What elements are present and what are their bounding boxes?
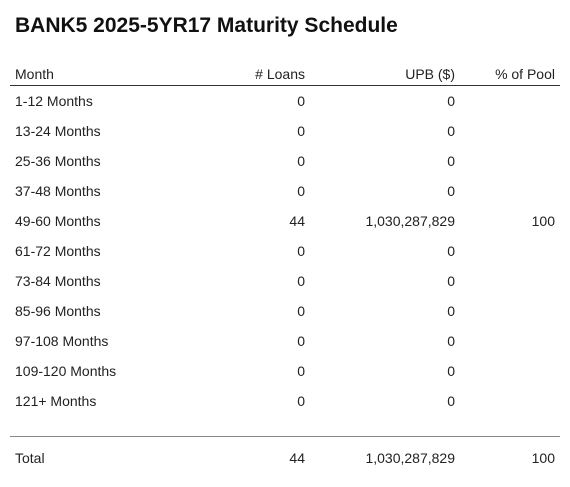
row-upb: 0 — [447, 303, 455, 319]
table-row: 61-72 Months 0 0 — [10, 236, 560, 266]
row-upb: 0 — [447, 123, 455, 139]
row-loans: 0 — [297, 393, 305, 409]
table-row: 85-96 Months 0 0 — [10, 296, 560, 326]
row-pct-pool: 100 — [531, 213, 555, 229]
total-upb: 1,030,287,829 — [365, 450, 455, 466]
row-loans: 0 — [297, 303, 305, 319]
total-pct-pool: 100 — [531, 450, 555, 466]
row-month: 49-60 Months — [15, 213, 101, 229]
table-row: 49-60 Months 44 1,030,287,829 100 — [10, 206, 560, 236]
row-upb: 0 — [447, 93, 455, 109]
table-header: Month # Loans UPB ($) % of Pool — [10, 64, 560, 86]
table-row: 97-108 Months 0 0 — [10, 326, 560, 356]
row-upb: 1,030,287,829 — [365, 213, 455, 229]
row-loans: 44 — [289, 213, 305, 229]
row-upb: 0 — [447, 273, 455, 289]
row-loans: 0 — [297, 243, 305, 259]
header-loans: # Loans — [255, 66, 305, 82]
row-upb: 0 — [447, 243, 455, 259]
row-upb: 0 — [447, 363, 455, 379]
row-upb: 0 — [447, 333, 455, 349]
header-pct-pool: % of Pool — [495, 66, 555, 82]
row-month: 61-72 Months — [15, 243, 101, 259]
row-month: 1-12 Months — [15, 93, 93, 109]
maturity-table: Month # Loans UPB ($) % of Pool 1-12 Mon… — [10, 64, 560, 473]
table-row: 37-48 Months 0 0 — [10, 176, 560, 206]
row-month: 13-24 Months — [15, 123, 101, 139]
header-month: Month — [15, 66, 54, 82]
row-month: 37-48 Months — [15, 183, 101, 199]
row-loans: 0 — [297, 183, 305, 199]
table-row: 121+ Months 0 0 — [10, 386, 560, 416]
row-month: 121+ Months — [15, 393, 97, 409]
row-upb: 0 — [447, 153, 455, 169]
table-row: 1-12 Months 0 0 — [10, 86, 560, 116]
row-month: 97-108 Months — [15, 333, 109, 349]
row-loans: 0 — [297, 273, 305, 289]
total-loans: 44 — [289, 450, 305, 466]
table-body: 1-12 Months 0 0 13-24 Months 0 0 25-36 Months 0… — [10, 86, 560, 416]
row-month: 85-96 Months — [15, 303, 101, 319]
table-row: 13-24 Months 0 0 — [10, 116, 560, 146]
row-upb: 0 — [447, 183, 455, 199]
table-row: 109-120 Months 0 0 — [10, 356, 560, 386]
total-row: Total 44 1,030,287,829 100 — [10, 443, 560, 473]
table-row: 73-84 Months 0 0 — [10, 266, 560, 296]
row-loans: 0 — [297, 333, 305, 349]
row-month: 109-120 Months — [15, 363, 117, 379]
total-label: Total — [15, 450, 45, 466]
row-loans: 0 — [297, 363, 305, 379]
row-loans: 0 — [297, 123, 305, 139]
header-upb: UPB ($) — [405, 66, 455, 82]
table-row: 25-36 Months 0 0 — [10, 146, 560, 176]
row-loans: 0 — [297, 153, 305, 169]
row-month: 25-36 Months — [15, 153, 101, 169]
row-month: 73-84 Months — [15, 273, 101, 289]
row-loans: 0 — [297, 93, 305, 109]
row-upb: 0 — [447, 393, 455, 409]
total-divider — [10, 416, 560, 437]
page-title: BANK5 2025-5YR17 Maturity Schedule — [15, 14, 398, 37]
